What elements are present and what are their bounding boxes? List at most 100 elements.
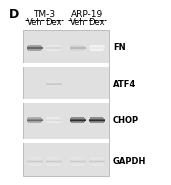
Bar bbox=[70, 159, 85, 160]
Bar bbox=[28, 117, 41, 118]
Bar bbox=[27, 48, 43, 49]
Bar bbox=[27, 160, 43, 161]
Bar bbox=[46, 83, 62, 84]
Bar bbox=[46, 162, 62, 163]
Text: GAPDH: GAPDH bbox=[113, 157, 146, 166]
Bar bbox=[89, 119, 105, 120]
Bar bbox=[89, 159, 104, 160]
Bar bbox=[89, 46, 104, 47]
Bar bbox=[71, 122, 84, 123]
Bar bbox=[90, 164, 104, 165]
Text: TM-3: TM-3 bbox=[33, 10, 55, 19]
Bar bbox=[89, 120, 105, 121]
Bar bbox=[89, 119, 105, 120]
Bar bbox=[70, 160, 86, 161]
Bar bbox=[72, 123, 83, 124]
Bar bbox=[89, 120, 105, 121]
Bar bbox=[28, 45, 41, 46]
Bar bbox=[28, 164, 42, 165]
Bar bbox=[47, 45, 60, 46]
Bar bbox=[46, 161, 62, 162]
Bar bbox=[27, 161, 43, 162]
Bar bbox=[71, 164, 85, 165]
Bar bbox=[89, 161, 105, 162]
Bar bbox=[46, 49, 61, 50]
Bar bbox=[47, 117, 60, 118]
Text: Veh: Veh bbox=[70, 18, 86, 27]
Bar bbox=[27, 47, 43, 48]
Bar bbox=[28, 157, 41, 158]
Bar bbox=[71, 158, 85, 159]
Bar bbox=[46, 46, 61, 47]
Bar bbox=[89, 120, 105, 121]
Text: FN: FN bbox=[113, 43, 126, 53]
Bar bbox=[89, 161, 105, 162]
Bar bbox=[46, 159, 61, 160]
Bar bbox=[47, 50, 60, 51]
Bar bbox=[89, 121, 104, 122]
Bar bbox=[48, 165, 60, 166]
Bar bbox=[28, 122, 41, 123]
Bar bbox=[70, 121, 85, 122]
Bar bbox=[47, 86, 60, 87]
Bar bbox=[70, 160, 86, 161]
Bar bbox=[70, 120, 86, 121]
Bar bbox=[27, 48, 43, 49]
Bar bbox=[71, 45, 84, 46]
Bar bbox=[70, 118, 85, 119]
Bar bbox=[23, 63, 109, 67]
Bar bbox=[70, 118, 85, 119]
Bar bbox=[48, 157, 60, 158]
Bar bbox=[46, 121, 61, 122]
Bar bbox=[29, 123, 40, 124]
Bar bbox=[91, 117, 103, 118]
Bar bbox=[70, 121, 85, 122]
Bar bbox=[27, 49, 42, 50]
Bar bbox=[28, 45, 41, 46]
Bar bbox=[71, 117, 84, 118]
Bar bbox=[46, 120, 62, 121]
Bar bbox=[89, 121, 104, 122]
Bar bbox=[46, 121, 61, 122]
Bar bbox=[70, 161, 86, 162]
Bar bbox=[71, 164, 84, 165]
Bar bbox=[89, 49, 104, 50]
Bar bbox=[48, 123, 60, 124]
Bar bbox=[47, 164, 61, 165]
Bar bbox=[70, 119, 86, 120]
Bar bbox=[70, 48, 86, 49]
Bar bbox=[72, 165, 84, 166]
Bar bbox=[89, 48, 105, 49]
Bar bbox=[90, 45, 104, 46]
Bar bbox=[89, 47, 105, 48]
Bar bbox=[89, 121, 104, 122]
Bar bbox=[91, 165, 103, 166]
Bar bbox=[46, 47, 62, 48]
Bar bbox=[23, 139, 109, 143]
Bar bbox=[46, 160, 62, 161]
Bar bbox=[27, 119, 43, 120]
Bar bbox=[46, 84, 62, 85]
Bar bbox=[70, 49, 85, 50]
Text: D: D bbox=[9, 8, 19, 21]
Bar bbox=[71, 50, 84, 51]
Bar bbox=[46, 48, 62, 49]
Bar bbox=[89, 163, 104, 164]
Bar bbox=[46, 161, 62, 162]
Bar bbox=[46, 120, 62, 121]
Bar bbox=[27, 118, 42, 119]
Bar bbox=[46, 85, 61, 86]
Bar bbox=[90, 122, 104, 123]
Bar bbox=[90, 164, 104, 165]
Bar bbox=[46, 85, 61, 86]
Bar bbox=[70, 162, 86, 163]
Bar bbox=[28, 50, 41, 51]
Bar bbox=[70, 161, 86, 162]
Bar bbox=[71, 122, 84, 123]
Bar bbox=[70, 46, 85, 47]
Bar bbox=[89, 48, 105, 49]
Bar bbox=[89, 160, 105, 161]
Bar bbox=[71, 122, 84, 123]
Bar bbox=[46, 119, 62, 120]
Bar bbox=[70, 46, 85, 47]
